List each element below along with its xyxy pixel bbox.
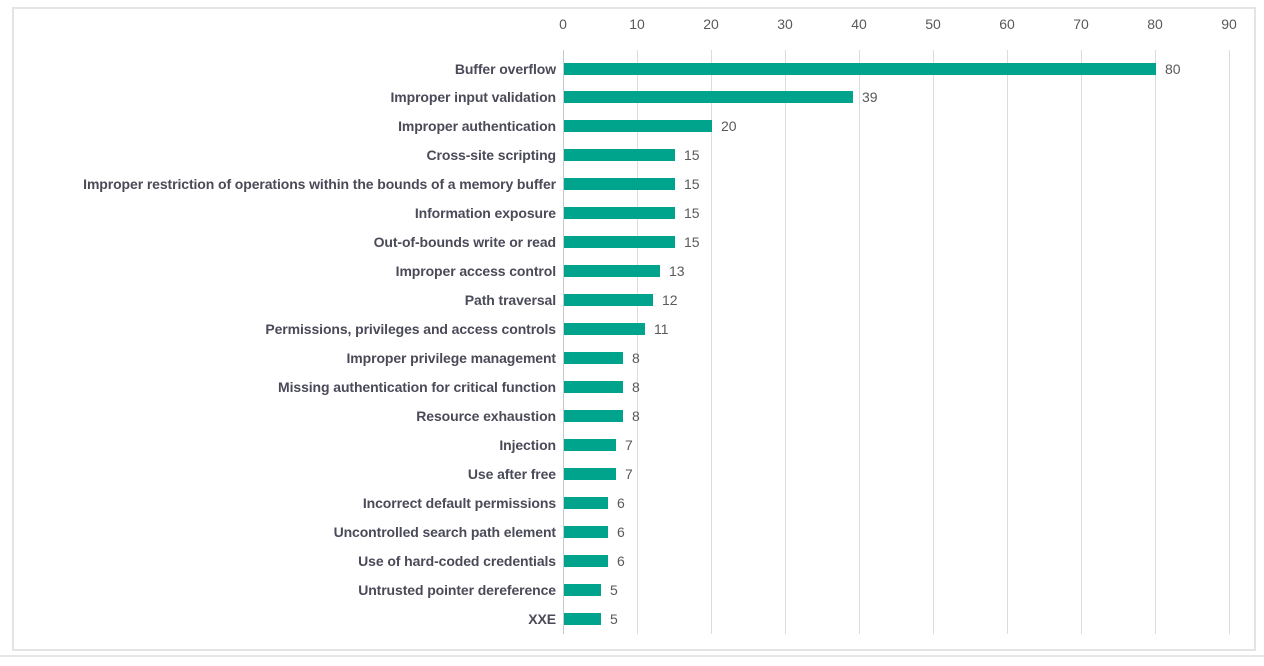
value-label: 39 [862, 89, 878, 106]
category-label: Buffer overflow [454, 60, 556, 77]
value-label: 8 [632, 350, 640, 366]
bar [564, 352, 623, 364]
category-label: Information exposure [414, 205, 556, 222]
category-label: Use after free [467, 465, 556, 482]
x-axis-tick-label: 60 [999, 16, 1015, 32]
vertical-gridline [785, 50, 786, 634]
value-label: 15 [684, 205, 700, 222]
value-label: 6 [617, 552, 625, 569]
x-axis-tick-label: 10 [629, 16, 645, 32]
vertical-gridline [711, 50, 712, 634]
bar [564, 409, 623, 422]
category-label: Cross-site scripting [426, 147, 557, 164]
bar [564, 62, 1156, 75]
vertical-gridline [1081, 50, 1082, 634]
value-label: 5 [610, 610, 618, 627]
bar [564, 207, 675, 220]
value-label: 11 [654, 321, 669, 338]
vertical-gridline [859, 50, 860, 634]
value-label: 7 [625, 436, 633, 453]
x-axis-tick-label: 40 [851, 16, 867, 32]
value-label: 6 [617, 494, 625, 511]
vertical-gridline [637, 50, 638, 634]
category-label: Path traversal [464, 292, 556, 309]
value-label: 12 [662, 292, 678, 309]
x-axis-tick-label: 80 [1147, 16, 1163, 32]
value-label: 8 [632, 407, 640, 424]
bar [564, 583, 601, 596]
bar [564, 467, 616, 480]
bar [564, 496, 608, 509]
x-axis-tick-label: 70 [1073, 16, 1089, 32]
bar [564, 236, 675, 249]
vertical-gridline [933, 50, 934, 634]
chart-frame: 0 10 20 30 40 50 60 70 80 90 Buffer overflow 80 Imp… [12, 7, 1256, 651]
vertical-gridline [1155, 50, 1156, 634]
x-axis-tick-label: 20 [703, 16, 719, 32]
category-label: Untrusted pointer dereference [358, 581, 556, 598]
category-label: Improper restriction of operations withi… [83, 176, 556, 193]
category-label: Uncontrolled search path element [333, 523, 557, 540]
category-label: Incorrect default permissions [362, 494, 556, 511]
bar [564, 438, 616, 451]
category-label: XXE [528, 610, 556, 627]
category-label: Use of hard-coded credentials [358, 552, 556, 569]
category-label: Missing authentication for critical func… [278, 378, 556, 395]
category-label: Improper access control [395, 263, 556, 280]
bar [564, 265, 660, 278]
page-bottom-divider [0, 655, 1264, 657]
value-label: 5 [610, 581, 618, 598]
bar [564, 380, 623, 393]
x-axis-tick-label: 30 [777, 16, 793, 32]
axis-zero-line [563, 50, 564, 634]
bar [564, 554, 608, 567]
value-label: 80 [1165, 60, 1181, 77]
value-label: 6 [617, 523, 625, 540]
x-axis-tick-label: 0 [559, 16, 567, 32]
bar [564, 91, 853, 104]
category-label: Permissions, privileges and access contr… [265, 321, 556, 338]
category-label: Injection [499, 436, 556, 453]
vertical-gridline [1229, 50, 1230, 634]
category-label: Resource exhaustion [416, 407, 556, 424]
bar [564, 323, 645, 336]
value-label: 13 [669, 263, 685, 280]
bar [564, 525, 608, 538]
value-label: 8 [632, 378, 640, 395]
bar [564, 612, 601, 625]
value-label: 7 [625, 465, 633, 482]
value-label: 20 [721, 118, 737, 135]
bar [564, 178, 675, 191]
bar [564, 294, 653, 307]
value-label: 15 [684, 176, 700, 193]
x-axis-tick-label: 50 [925, 16, 941, 32]
category-label: Out-of-bounds write or read [373, 234, 557, 251]
bar [564, 149, 675, 162]
value-label: 15 [684, 147, 700, 164]
x-axis-tick-label: 90 [1221, 16, 1237, 32]
value-label: 15 [684, 234, 700, 251]
category-label: Improper privilege management [346, 350, 557, 366]
bar [564, 120, 712, 133]
vertical-gridline [1007, 50, 1008, 634]
category-label: Improper authentication [398, 118, 556, 135]
category-label: Improper input validation [390, 89, 556, 106]
